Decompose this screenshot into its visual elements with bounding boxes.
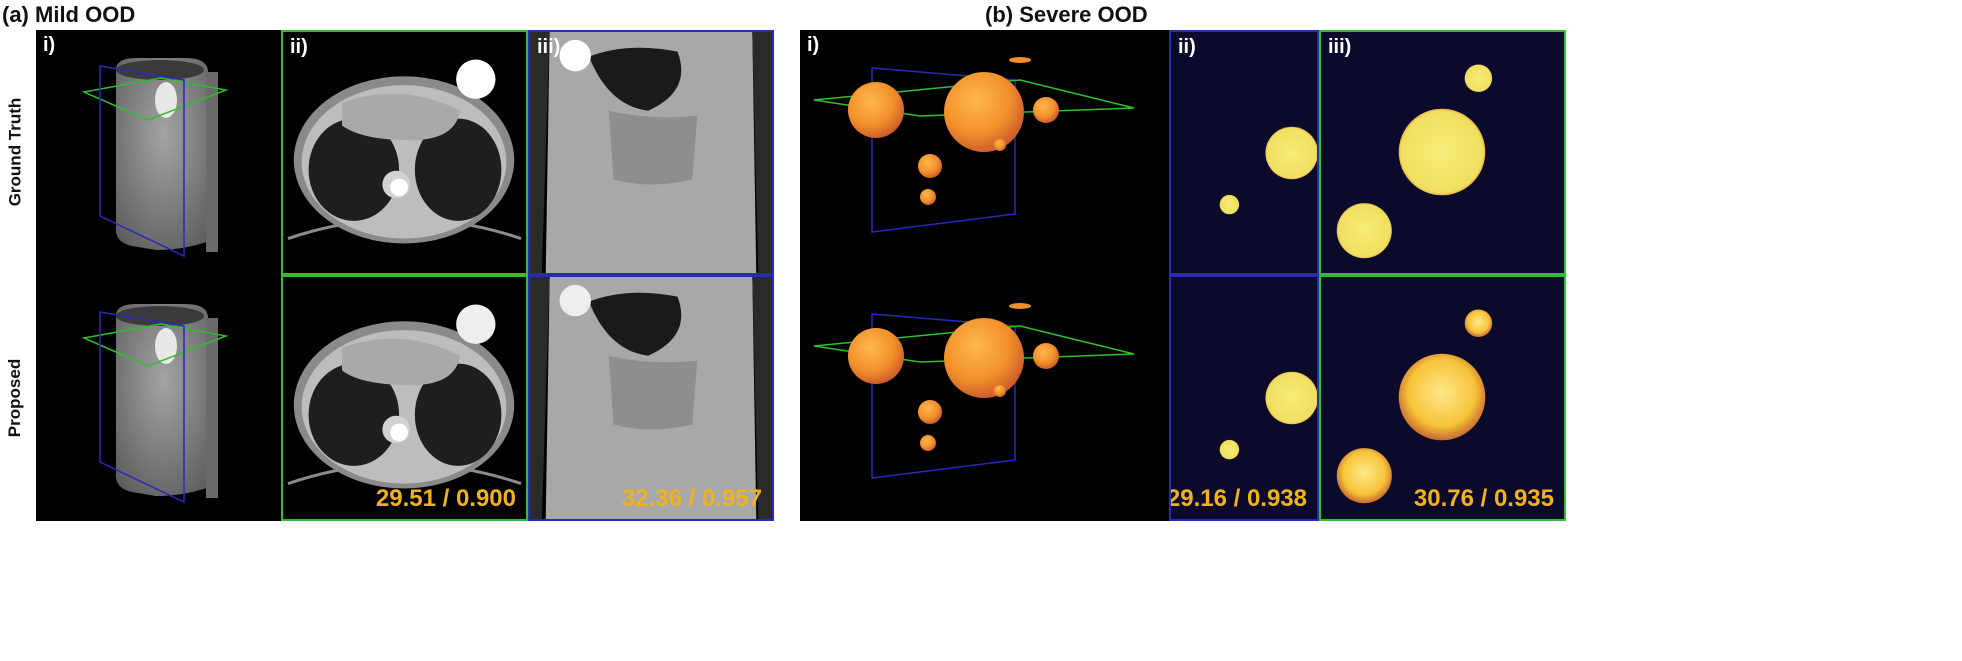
coronal-ct-image bbox=[530, 277, 772, 519]
row-label-ground-truth: Ground Truth bbox=[5, 97, 24, 207]
axial-ct-image bbox=[287, 59, 522, 244]
panel-label-iii-severe: iii) bbox=[1328, 36, 1352, 58]
metric-mild-axial: 29.51 / 0.900 bbox=[375, 485, 516, 512]
panel-label-ii: ii) bbox=[290, 36, 308, 58]
section-title-mild: (a) Mild OOD bbox=[2, 2, 136, 27]
severe-slice-ii-ground-truth: ii) bbox=[1169, 30, 1319, 275]
phantom-slice-image bbox=[1336, 309, 1493, 504]
axial-ct-image bbox=[287, 304, 522, 489]
severe-slice-iii-proposed: 30.76 / 0.935 bbox=[1319, 275, 1566, 521]
panel-label-ii-severe: ii) bbox=[1178, 36, 1196, 58]
metric-severe-slice-iii: 30.76 / 0.935 bbox=[1413, 485, 1554, 512]
panel-label-iii: iii) bbox=[537, 36, 561, 58]
metric-mild-coronal: 32.36 / 0.957 bbox=[621, 485, 762, 512]
panel-label-i: i) bbox=[43, 34, 56, 56]
panel-label-i-severe: i) bbox=[807, 34, 820, 56]
phantom-slice-image bbox=[1336, 64, 1493, 259]
row-label-proposed: Proposed bbox=[5, 358, 24, 438]
mild-axial-slice-ground-truth: ii) bbox=[281, 30, 528, 275]
severe-slice-iii-ground-truth: iii) bbox=[1319, 30, 1566, 275]
mild-volume-render-panel: i) bbox=[36, 30, 281, 521]
severe-volume-render bbox=[813, 57, 1135, 479]
severe-volume-render-panel: i) bbox=[800, 30, 1169, 521]
phantom-slice-image bbox=[1219, 126, 1317, 215]
mild-axial-slice-proposed: 29.51 / 0.900 bbox=[281, 275, 528, 521]
section-title-severe: (b) Severe OOD bbox=[985, 2, 1148, 27]
coronal-ct-image bbox=[530, 32, 772, 273]
mild-volume-render bbox=[81, 58, 229, 504]
phantom-slice-image bbox=[1219, 371, 1317, 460]
severe-slice-ii-proposed: 29.16 / 0.938 bbox=[1169, 275, 1319, 521]
mild-coronal-slice-ground-truth: iii) bbox=[528, 30, 774, 275]
metric-severe-slice-ii: 29.16 / 0.938 bbox=[1169, 485, 1307, 512]
mild-coronal-slice-proposed: 32.36 / 0.957 bbox=[528, 275, 774, 521]
